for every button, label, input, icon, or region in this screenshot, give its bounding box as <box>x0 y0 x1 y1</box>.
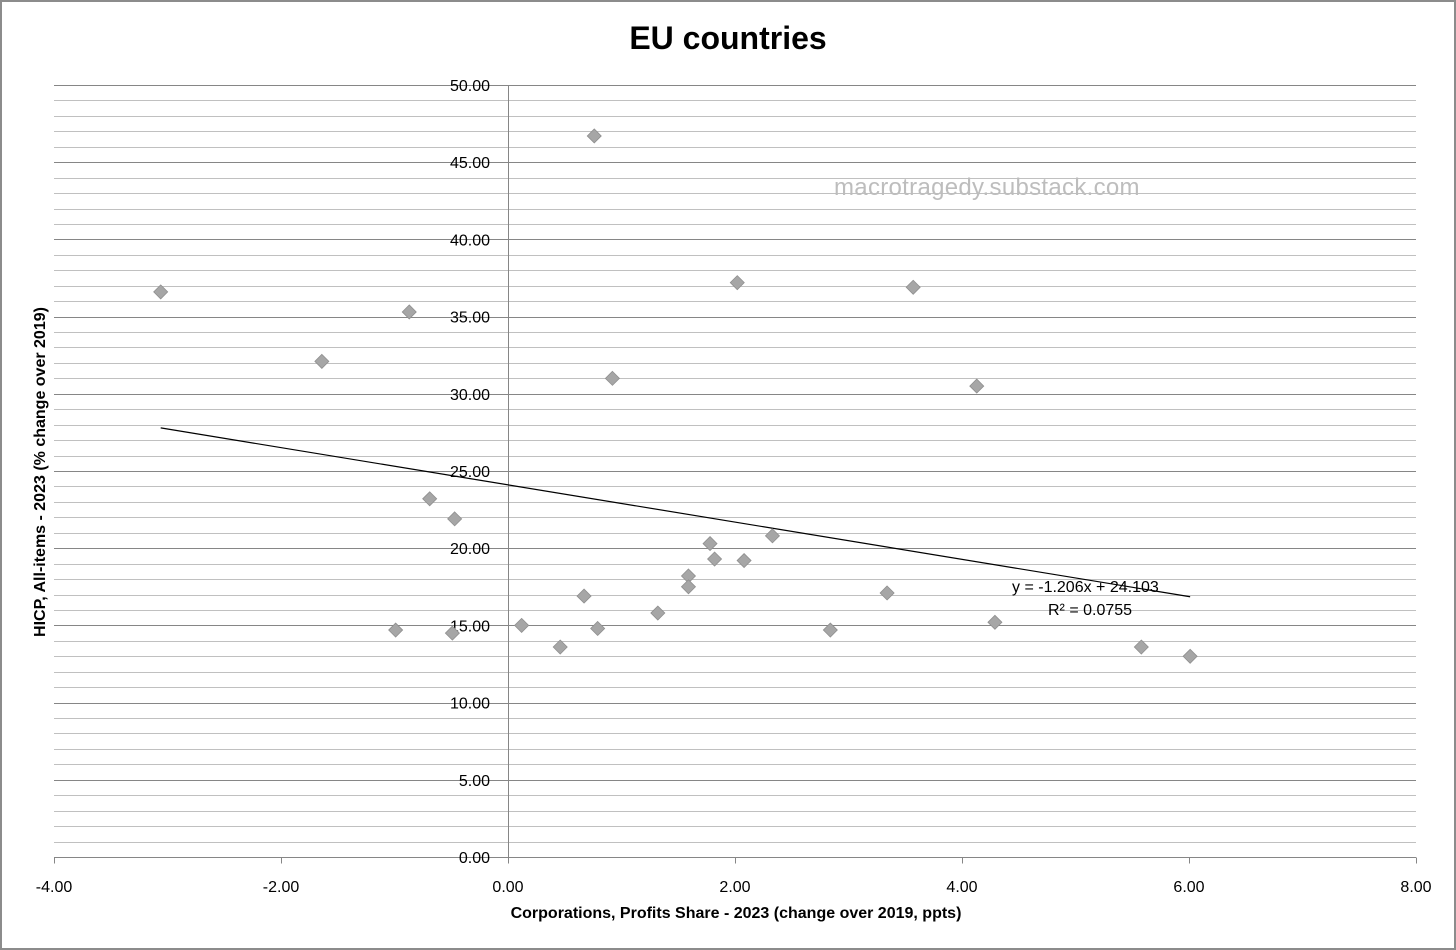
data-point <box>969 378 985 394</box>
x-tick-label: 8.00 <box>1400 879 1431 896</box>
y-tick-label: 30.00 <box>450 387 490 404</box>
data-point <box>514 617 530 633</box>
x-tick-label: 4.00 <box>946 879 977 896</box>
x-tick-label: 6.00 <box>1173 879 1204 896</box>
chart-title: EU countries <box>629 20 827 56</box>
data-point <box>905 279 921 295</box>
x-tick-label: 0.00 <box>492 879 523 896</box>
data-point <box>707 551 723 567</box>
y-tick-label: 35.00 <box>450 310 490 327</box>
data-point <box>586 128 602 144</box>
data-point <box>822 622 838 638</box>
y-tick-label: 45.00 <box>450 155 490 172</box>
data-point <box>650 605 666 621</box>
data-point <box>590 620 606 637</box>
data-point <box>1182 648 1198 664</box>
data-point <box>729 275 745 291</box>
y-tick-label: 50.00 <box>450 78 490 95</box>
y-tick-label: 40.00 <box>450 232 490 249</box>
data-point <box>576 588 592 604</box>
trendline-equation: y = -1.206x + 24.103 <box>1012 579 1159 596</box>
data-point <box>604 370 620 386</box>
y-axis-label: HICP, All-items - 2023 (% change over 20… <box>32 307 49 637</box>
trendline-r-squared: R² = 0.0755 <box>1048 602 1133 619</box>
data-point <box>447 511 463 527</box>
data-point <box>736 552 752 569</box>
data-point <box>987 614 1003 630</box>
data-point <box>314 353 330 369</box>
y-tick-label: 5.00 <box>459 773 490 790</box>
data-point <box>879 585 895 601</box>
data-point <box>1133 639 1149 655</box>
data-point <box>422 491 438 507</box>
x-tick-label: -2.00 <box>263 879 300 896</box>
y-tick-label: 10.00 <box>450 696 490 713</box>
data-point <box>444 625 460 641</box>
y-tick-label: 0.00 <box>459 850 490 867</box>
watermark: macrotragedy.substack.com <box>834 174 1140 201</box>
x-tick-label: -4.00 <box>36 879 73 896</box>
data-point <box>680 579 697 595</box>
y-tick-label: 15.00 <box>450 618 490 635</box>
data-point <box>388 622 404 638</box>
data-point <box>401 304 417 320</box>
trendline <box>160 427 1191 598</box>
data-point <box>552 639 568 655</box>
x-axis-label: Corporations, Profits Share - 2023 (chan… <box>510 905 962 922</box>
data-point <box>702 536 718 552</box>
data-point <box>153 284 169 300</box>
x-tick-label: 2.00 <box>719 879 750 896</box>
y-tick-label: 20.00 <box>450 541 490 558</box>
data-point <box>764 528 781 544</box>
